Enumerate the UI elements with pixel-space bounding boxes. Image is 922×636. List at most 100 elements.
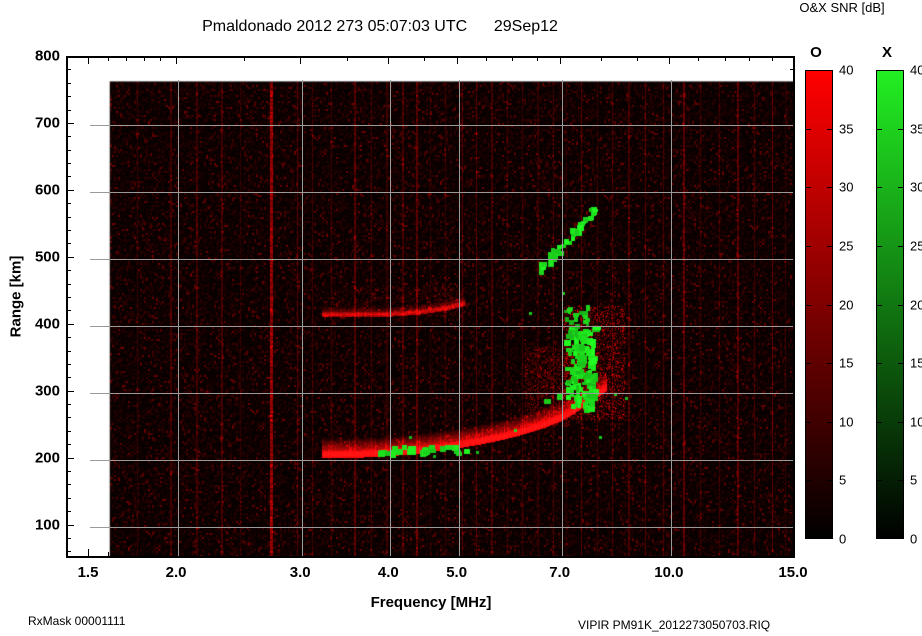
y-tick-minor <box>790 497 794 499</box>
grid-line-horizontal <box>90 526 793 528</box>
y-tick-minor <box>67 136 71 138</box>
y-tick-minor <box>67 430 71 432</box>
x-tick-major <box>88 57 89 64</box>
x-tick-major <box>388 57 390 64</box>
y-tick-major <box>67 457 74 459</box>
colorbar-o-label: O <box>810 44 822 61</box>
y-tick-minor <box>67 109 71 111</box>
x-tick-minor <box>160 57 162 61</box>
y-tick-minor <box>67 350 71 352</box>
colorbar-tick <box>827 363 833 365</box>
y-tick-minor <box>790 430 794 432</box>
grid-line-horizontal <box>90 392 793 394</box>
x-tick-minor <box>143 57 145 61</box>
y-tick-minor <box>67 511 71 513</box>
x-axis-label: Frequency [MHz] <box>370 594 492 611</box>
x-tick-minor <box>724 57 726 61</box>
grid-line-vertical <box>178 80 180 556</box>
colorbar-tick-label: 10 <box>839 414 854 430</box>
y-tick-minor <box>790 404 794 406</box>
y-tick-minor <box>67 337 71 339</box>
y-tick-minor <box>67 270 71 272</box>
y-tick-minor <box>67 176 71 178</box>
x-tick-minor <box>347 57 349 61</box>
x-tick-minor <box>600 57 602 61</box>
ionogram-image <box>90 80 793 556</box>
colorbar-tick-label: 20 <box>910 297 922 312</box>
page-title: Pmaldonado 2012 273 05:07:03 UTC 29Sep12 <box>202 18 558 35</box>
colorbar-tick-label: 35 <box>910 121 922 137</box>
y-tick-major <box>67 524 74 526</box>
grid-line-horizontal <box>90 459 793 461</box>
colorbar-tick <box>805 304 811 306</box>
y-tick-minor <box>67 551 71 553</box>
colorbar-tick <box>827 421 833 423</box>
x-tick-major <box>176 57 178 64</box>
y-tick-minor <box>790 551 794 553</box>
y-tick-minor <box>67 363 71 365</box>
y-tick-minor <box>67 296 71 298</box>
x-tick-label: 10.0 <box>654 564 684 581</box>
x-tick-minor <box>424 552 426 556</box>
y-tick-minor <box>67 283 71 285</box>
y-tick-label: 100 <box>34 516 60 534</box>
y-tick-minor <box>67 310 71 312</box>
grid-line-vertical <box>670 80 672 556</box>
y-tick-minor <box>790 470 794 472</box>
colorbar-tick <box>898 363 904 365</box>
grid-line-horizontal <box>90 325 793 327</box>
colorbar-tick-label: 20 <box>839 297 854 312</box>
colorbar-tick-label: 0 <box>910 531 918 547</box>
colorbar-tick <box>876 128 882 130</box>
colorbar-tick-label: 15 <box>910 355 922 371</box>
x-tick-label: 4.0 <box>377 564 399 581</box>
x-tick-minor <box>244 552 246 556</box>
x-tick-major <box>793 549 794 556</box>
colorbar-tick <box>827 245 833 247</box>
y-tick-minor <box>67 470 71 472</box>
y-tick-minor <box>67 243 71 245</box>
y-tick-minor <box>790 203 794 205</box>
footer-rxmask: RxMask 00001111 <box>28 614 126 628</box>
y-tick-major <box>787 189 794 191</box>
x-tick-minor <box>485 57 487 61</box>
y-tick-minor <box>67 82 71 84</box>
grid-line-vertical <box>390 80 392 556</box>
x-tick-minor <box>107 57 109 61</box>
x-tick-major <box>456 549 458 556</box>
colorbar-tick <box>805 363 811 365</box>
colorbar-tick <box>805 245 811 247</box>
y-tick-minor <box>790 96 794 98</box>
y-tick-minor <box>790 283 794 285</box>
colorbar-tick <box>827 480 833 482</box>
colorbar-tick <box>805 421 811 423</box>
colorbar-tick-label: 30 <box>839 179 854 195</box>
y-tick-minor <box>790 363 794 365</box>
y-tick-minor <box>67 69 71 71</box>
y-tick-minor <box>790 337 794 339</box>
x-tick-minor <box>698 57 700 61</box>
y-tick-minor <box>790 417 794 419</box>
y-tick-major <box>67 56 74 57</box>
footer-filename: VIPIR PM91K_2012273050703.RIQ <box>578 618 771 632</box>
y-tick-major <box>787 524 794 526</box>
colorbar-x-label: X <box>881 44 892 61</box>
y-tick-label: 300 <box>34 382 60 400</box>
x-tick-minor <box>126 57 128 61</box>
x-tick-minor <box>771 57 773 61</box>
x-tick-minor <box>107 552 109 556</box>
colorbar-tick <box>805 187 811 189</box>
x-tick-label: 15.0 <box>778 564 808 581</box>
x-tick-minor <box>600 552 602 556</box>
y-tick-minor <box>790 230 794 232</box>
y-tick-minor <box>790 296 794 298</box>
grid-line-vertical <box>458 80 460 556</box>
y-tick-minor <box>790 270 794 272</box>
grid-lines <box>90 80 793 556</box>
x-tick-minor <box>485 552 487 556</box>
colorbar-tick-label: 5 <box>839 472 847 488</box>
ionogram-plot-frame <box>66 56 795 558</box>
x-tick-major <box>88 549 89 556</box>
y-tick-minor <box>790 109 794 111</box>
grid-line-horizontal <box>90 124 793 126</box>
